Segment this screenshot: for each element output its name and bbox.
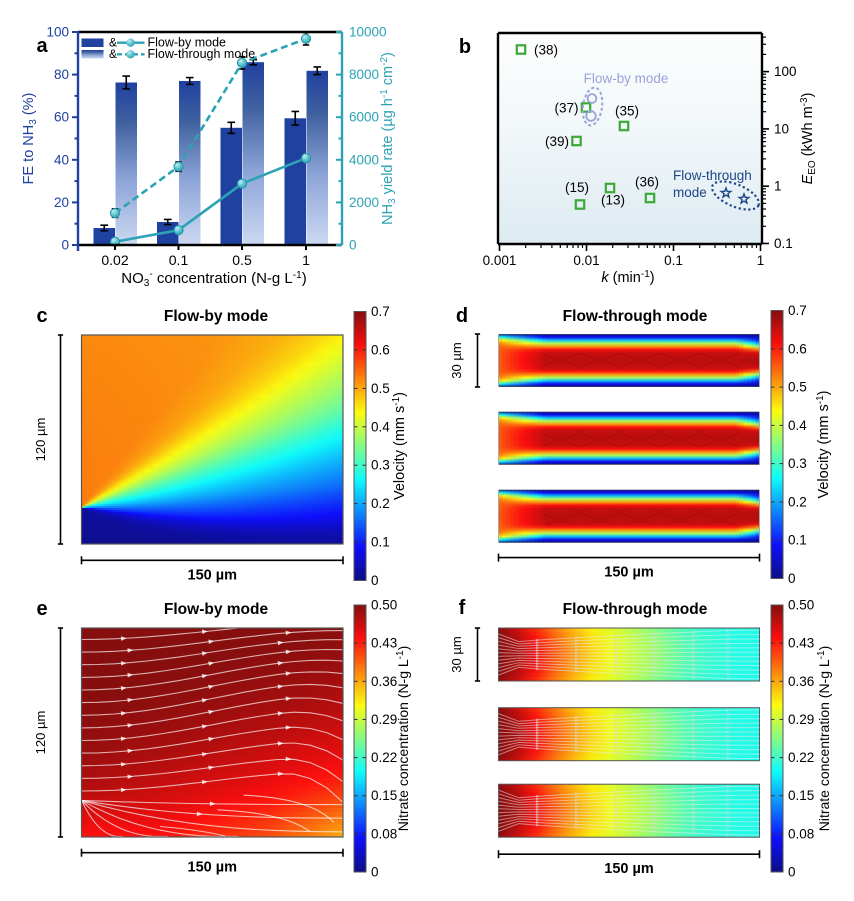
svg-text:0.5: 0.5 [788,380,807,395]
svg-text:0.4: 0.4 [371,419,390,434]
svg-text:0: 0 [788,865,796,880]
svg-text:0: 0 [61,238,69,253]
svg-text:0.02: 0.02 [101,252,128,268]
svg-text:0: 0 [371,573,379,588]
svg-text:0.50: 0.50 [788,598,814,613]
svg-text:&: & [109,36,117,50]
svg-text:Flow-through mode: Flow-through mode [563,308,708,325]
svg-text:Flow-by mode: Flow-by mode [148,36,227,50]
svg-text:0.6: 0.6 [371,342,390,357]
svg-text:a: a [36,35,48,57]
svg-text:0.43: 0.43 [788,636,814,651]
svg-text:(13): (13) [601,193,625,208]
svg-text:120 µm: 120 µm [33,418,48,462]
svg-text:e: e [36,598,47,620]
svg-text:b: b [459,36,471,58]
svg-text:0.1: 0.1 [169,252,189,268]
svg-text:0.3: 0.3 [371,458,390,473]
svg-text:120 µm: 120 µm [33,711,48,755]
svg-text:0.01: 0.01 [573,253,599,268]
svg-text:0.5: 0.5 [371,381,390,396]
svg-text:NO3- concentration (N-g L-1): NO3- concentration (N-g L-1) [121,269,306,289]
svg-text:60: 60 [54,110,69,125]
svg-text:0.36: 0.36 [371,674,397,689]
svg-text:0.1: 0.1 [371,535,390,550]
svg-text:0.2: 0.2 [371,496,390,511]
svg-text:1: 1 [302,252,310,268]
svg-text:0.2: 0.2 [788,494,807,509]
svg-text:6000: 6000 [349,110,379,125]
svg-text:0.7: 0.7 [788,303,807,318]
svg-text:(37): (37) [554,101,578,116]
svg-text:0.6: 0.6 [788,341,807,356]
svg-text:0.50: 0.50 [371,598,397,613]
svg-text:0.29: 0.29 [371,712,397,727]
svg-text:0.22: 0.22 [788,750,814,765]
svg-text:(39): (39) [545,134,569,149]
svg-text:FE to NH3 (%): FE to NH3 (%) [21,93,39,185]
svg-text:mode: mode [673,185,707,200]
svg-text:Velocity (mm s-1): Velocity (mm s-1) [391,392,408,500]
svg-text:(15): (15) [565,180,589,195]
svg-text:0.22: 0.22 [371,750,397,765]
svg-text:Flow-through mode: Flow-through mode [563,601,708,618]
svg-text:0.08: 0.08 [371,826,397,841]
svg-text:Flow-through mode: Flow-through mode [148,47,256,61]
svg-text:NH3 yield rate (µg h-1 cm-2): NH3 yield rate (µg h-1 cm-2) [379,52,398,225]
svg-text:1: 1 [774,179,782,194]
svg-text:(35): (35) [615,104,639,119]
svg-text:2000: 2000 [349,195,379,210]
svg-text:0.1: 0.1 [774,236,793,251]
svg-text:0.29: 0.29 [788,712,814,727]
svg-text:40: 40 [54,152,69,167]
svg-text:4000: 4000 [349,152,379,167]
svg-text:(36): (36) [635,175,659,190]
svg-text:&: & [109,47,117,61]
svg-text:10000: 10000 [349,25,387,40]
svg-text:150 µm: 150 µm [604,565,653,581]
svg-text:0.3: 0.3 [788,456,807,471]
svg-text:Velocity (mm s-1): Velocity (mm s-1) [815,390,832,498]
svg-text:0.15: 0.15 [788,788,814,803]
svg-text:c: c [36,305,47,327]
svg-text:d: d [456,305,468,327]
svg-text:f: f [459,597,466,619]
svg-text:Nitrate concentration (N-g L-1: Nitrate concentration (N-g L-1) [816,646,832,832]
svg-text:100: 100 [774,64,797,79]
svg-text:150 µm: 150 µm [604,861,653,877]
svg-text:0: 0 [349,238,357,253]
svg-text:Flow-by mode: Flow-by mode [584,71,669,86]
svg-text:0.1: 0.1 [788,533,807,548]
svg-text:0: 0 [788,571,796,586]
svg-text:0.43: 0.43 [371,636,397,651]
svg-text:(38): (38) [534,43,558,58]
svg-text:0.08: 0.08 [788,826,814,841]
svg-text:0.4: 0.4 [788,418,807,433]
svg-text:0: 0 [371,865,379,880]
svg-text:Flow-by mode: Flow-by mode [164,601,269,618]
svg-text:80: 80 [54,67,69,82]
svg-text:0.7: 0.7 [371,304,390,319]
svg-text:0.5: 0.5 [232,252,252,268]
svg-text:Nitrate concentration (N-g L-1: Nitrate concentration (N-g L-1) [395,646,411,832]
svg-text:8000: 8000 [349,67,379,82]
svg-text:20: 20 [54,195,69,210]
svg-text:150 µm: 150 µm [188,860,237,876]
svg-text:EEO (kWh m-3): EEO (kWh m-3) [799,93,818,185]
svg-text:1: 1 [757,253,765,268]
svg-text:Flow-through: Flow-through [673,168,752,183]
svg-text:0.36: 0.36 [788,674,814,689]
svg-text:100: 100 [46,25,69,40]
svg-text:10: 10 [774,121,789,136]
svg-text:30 µm: 30 µm [449,342,464,378]
svg-text:30 µm: 30 µm [449,636,464,672]
svg-text:Flow-by mode: Flow-by mode [164,308,269,325]
svg-text:150 µm: 150 µm [188,567,237,583]
svg-text:0.15: 0.15 [371,788,397,803]
svg-text:0.001: 0.001 [483,253,517,268]
svg-text:0.1: 0.1 [664,253,683,268]
